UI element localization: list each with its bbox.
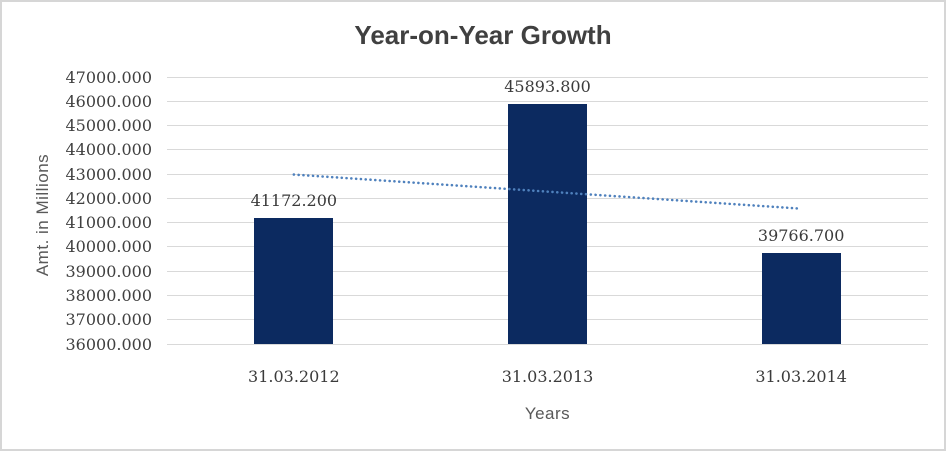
x-category-label: 31.03.2012 <box>248 367 340 386</box>
bar-31.03.2012 <box>254 218 334 344</box>
y-axis-tick-label: 36000.000 <box>65 334 152 354</box>
y-axis-tick-label: 42000.000 <box>65 188 152 208</box>
y-axis-tick-label: 44000.000 <box>65 140 152 160</box>
y-axis-tick-label: 39000.000 <box>65 261 152 281</box>
x-category-label: 31.03.2014 <box>755 367 847 386</box>
y-axis-tick-label: 47000.000 <box>65 67 152 87</box>
y-axis-tick-label: 45000.000 <box>65 116 152 136</box>
y-axis-tick-label: 38000.000 <box>65 285 152 305</box>
bar-31.03.2013 <box>508 103 587 344</box>
bar-value-label: 45893.800 <box>504 76 591 96</box>
y-axis-tick-label: 37000.000 <box>65 310 152 330</box>
plot-area <box>167 76 928 345</box>
x-axis-title: Years <box>524 404 571 423</box>
y-axis-tick-label: 40000.000 <box>65 237 152 257</box>
y-axis-tick-labels: 47000.000 46000.000 45000.000 44000.000 4300… <box>0 0 152 452</box>
gridline <box>167 343 928 345</box>
bar-31.03.2014 <box>761 252 841 344</box>
bar-value-label: 41172.200 <box>250 191 338 211</box>
gridline <box>167 100 928 102</box>
x-category-label: 31.03.2013 <box>501 367 594 386</box>
y-axis-tick-label: 41000.000 <box>65 213 152 233</box>
bar-value-label: 39766.700 <box>757 225 845 245</box>
gridline <box>167 76 928 78</box>
y-axis-tick-label: 43000.000 <box>65 164 152 184</box>
y-axis-tick-label: 46000.000 <box>65 91 152 111</box>
chart-title: Year-on-Year Growth <box>354 20 612 50</box>
